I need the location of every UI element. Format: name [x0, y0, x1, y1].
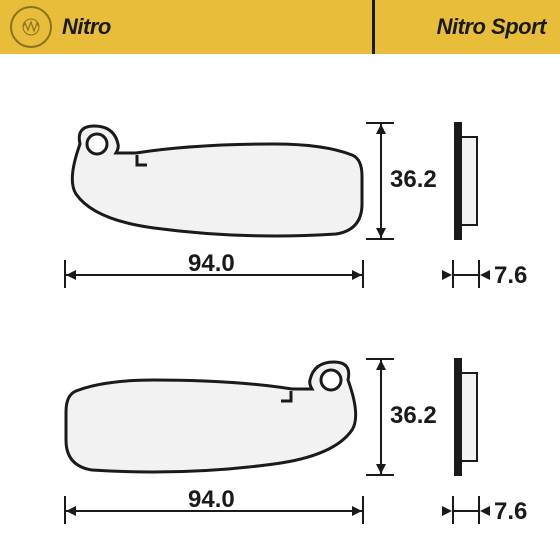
dim-ext [452, 496, 454, 524]
arrow-icon [66, 506, 76, 516]
backing-plate-top [454, 122, 462, 240]
dim-line-thick-bottom [453, 510, 479, 512]
dim-ext [452, 260, 454, 288]
brand-name-left: Nitro [62, 14, 111, 40]
brand-logo-icon [10, 6, 52, 48]
arrow-icon [352, 506, 362, 516]
header-left-group: Nitro [10, 6, 111, 48]
header-divider [372, 0, 375, 54]
pad-face-view-bottom [64, 358, 364, 476]
dim-ext [366, 474, 394, 476]
header-bar: Nitro Nitro Sport [0, 0, 560, 54]
arrow-icon [352, 270, 362, 280]
friction-material-top [462, 136, 478, 226]
arrow-icon [376, 464, 386, 474]
dim-width-top: 94.0 [188, 250, 235, 278]
technical-diagram: 36.2 94.0 7.6 [0, 54, 560, 560]
arrow-icon [66, 270, 76, 280]
arrow-icon [376, 228, 386, 238]
arrow-icon [376, 360, 386, 370]
dim-line-thick-top [453, 274, 479, 276]
brake-pad-top: 36.2 94.0 7.6 [40, 94, 520, 294]
friction-material-bottom [462, 372, 478, 462]
dim-ext [366, 238, 394, 240]
brake-pad-bottom: 36.2 94.0 7.6 [40, 330, 520, 530]
backing-plate-bottom [454, 358, 462, 476]
arrow-icon [480, 506, 490, 516]
dim-height-bottom: 36.2 [390, 402, 437, 430]
brand-name-right: Nitro Sport [437, 14, 546, 40]
dim-line-height-bottom [380, 359, 382, 475]
arrow-icon [442, 270, 452, 280]
dim-height-top: 36.2 [390, 166, 437, 194]
arrow-icon [376, 124, 386, 134]
dim-line-height-top [380, 123, 382, 239]
pad-face-view-top [64, 122, 364, 240]
dim-thickness-top: 7.6 [494, 262, 527, 290]
dim-ext [362, 496, 364, 524]
dim-ext [362, 260, 364, 288]
arrow-icon [480, 270, 490, 280]
pad-side-view-bottom [454, 358, 478, 476]
dim-width-bottom: 94.0 [188, 486, 235, 514]
dim-thickness-bottom: 7.6 [494, 498, 527, 526]
arrow-icon [442, 506, 452, 516]
pad-side-view-top [454, 122, 478, 240]
